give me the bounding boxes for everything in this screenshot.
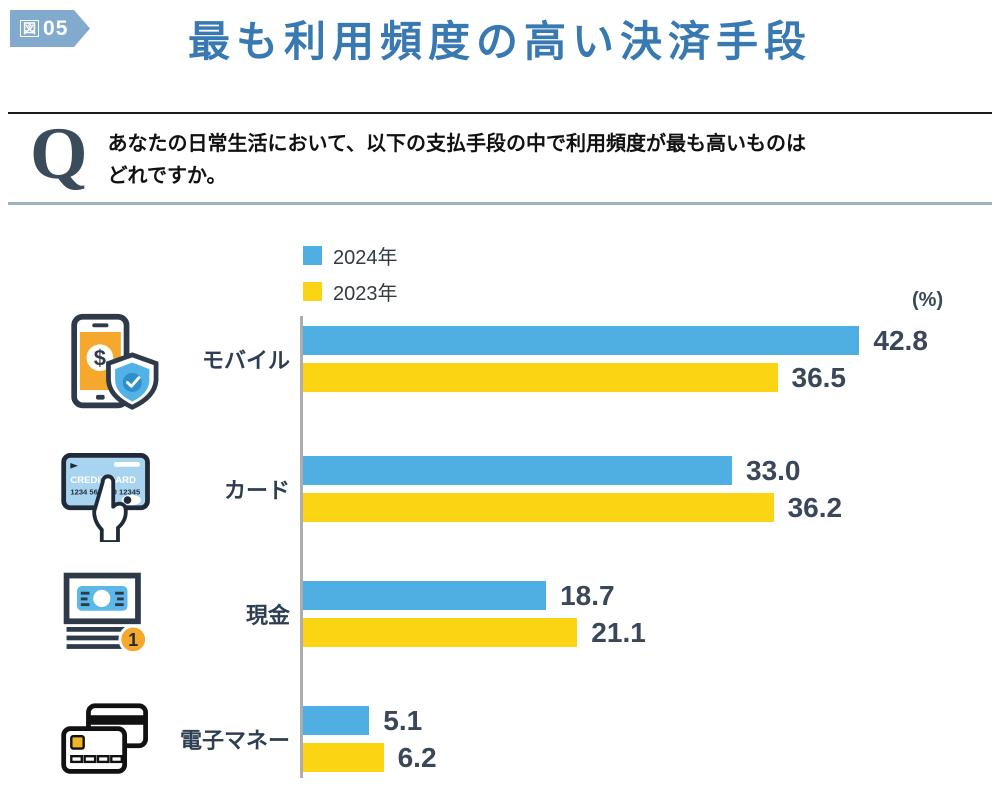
- value-label: 42.8: [873, 324, 928, 356]
- bar-group-mobile: $ モバイル 42.8 36.5: [0, 313, 1000, 410]
- bar-chart: 2024年 2023年 (%) $ モバイル 42.8: [0, 205, 1000, 810]
- bar-group-emoney: 電子マネー 5.1 6.2: [0, 703, 1000, 774]
- question-text: あなたの日常生活において、以下の支払手段の中で利用頻度が最も高いものは どれです…: [108, 120, 806, 192]
- bar-group-card: CREDIT CARD 1234 5678 90 12345 カード 33.0 …: [0, 452, 1000, 544]
- legend-item-2023: 2023年: [303, 277, 398, 306]
- page-header: 図 05 最も利用頻度の高い決済手段: [0, 0, 1000, 112]
- question-mark: Q: [30, 113, 88, 195]
- bars-card: 33.0 36.2: [303, 455, 842, 530]
- bar-emoney-2024: 5.1: [303, 705, 422, 736]
- bar-emoney-2023: 6.2: [303, 742, 437, 773]
- bar-mobile-2024: 42.8: [303, 325, 928, 356]
- page-title: 最も利用頻度の高い決済手段: [187, 18, 812, 65]
- value-label: 5.1: [383, 704, 423, 736]
- category-label-cash: 現金: [245, 603, 290, 628]
- bars-mobile: 42.8 36.5: [303, 325, 928, 400]
- mobile-payment-shield-icon: $: [50, 312, 165, 412]
- chart-legend: 2024年 2023年: [303, 241, 398, 306]
- value-label: 6.2: [397, 741, 437, 773]
- bars-cash: 18.7 21.1: [303, 580, 646, 655]
- bar-card-2024: 33.0: [303, 455, 801, 486]
- banknote-stack-icon: 1: [50, 567, 165, 667]
- value-label: 33.0: [746, 454, 801, 486]
- figure-badge-number: 05: [43, 16, 69, 40]
- legend-swatch-2024: [303, 246, 322, 265]
- question-line-1: あなたの日常生活において、以下の支払手段の中で利用頻度が最も高いものは: [107, 133, 806, 155]
- legend-label-2024: 2024年: [333, 247, 398, 269]
- emoney-cards-icon: [50, 700, 165, 800]
- bar-group-cash: 1 現金 18.7 21.1: [0, 572, 1000, 655]
- figure-badge-prefix: 図: [20, 20, 40, 37]
- question-line-2: どれですか。: [107, 165, 227, 187]
- bar-card-2023: 36.2: [303, 492, 842, 523]
- bar-cash-2023: 21.1: [303, 617, 646, 648]
- legend-label-2023: 2023年: [333, 283, 398, 305]
- value-label: 18.7: [560, 579, 615, 611]
- cash-badge-number: 1: [128, 630, 138, 650]
- question-strip: Q あなたの日常生活において、以下の支払手段の中で利用頻度が最も高いものは どれ…: [8, 112, 992, 205]
- bars-emoney: 5.1 6.2: [303, 705, 437, 780]
- category-label-mobile: モバイル: [201, 348, 290, 373]
- bar-mobile-2023: 36.5: [303, 362, 846, 393]
- value-label: 36.2: [787, 491, 843, 523]
- legend-swatch-2023: [303, 282, 322, 301]
- legend-item-2024: 2024年: [303, 241, 398, 270]
- value-label: 36.5: [791, 361, 847, 393]
- category-label-emoney: 電子マネー: [179, 728, 290, 753]
- figure-badge: 図 05: [10, 10, 90, 47]
- chart-axis-line: [300, 316, 303, 778]
- value-label: 21.1: [591, 616, 646, 648]
- bar-cash-2024: 18.7: [303, 580, 615, 611]
- percent-unit-label: (%): [912, 289, 944, 311]
- dollar-glyph: $: [94, 345, 106, 370]
- category-label-card: カード: [223, 478, 290, 503]
- credit-card-hand-icon: CREDIT CARD 1234 5678 90 12345: [50, 442, 165, 544]
